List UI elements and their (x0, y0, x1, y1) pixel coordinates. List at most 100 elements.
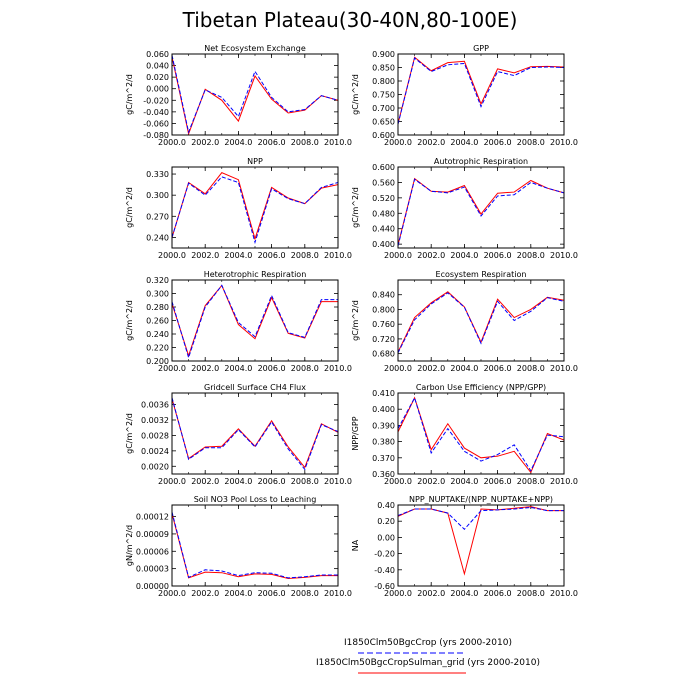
series-line-red (398, 56, 564, 124)
x-tick-label: 2002.0 (191, 138, 219, 147)
chart-panel-4: Autotrophic Respiration gC/m^2/d 0.400 0.44… (351, 157, 578, 260)
y-tick-label: 0.900 (372, 50, 395, 59)
plot-frame (397, 392, 565, 475)
x-tick-label: 2006.0 (258, 364, 286, 373)
series-line-blue (172, 511, 338, 579)
plot-frame (397, 279, 565, 362)
y-tick-label: 0.360 (372, 470, 395, 479)
y-tick-label: -0.60 (374, 582, 395, 591)
x-tick-label: 2000.0 (158, 589, 186, 598)
y-tick-label: 0.330 (146, 170, 169, 179)
y-tick-label: -0.020 (143, 96, 169, 105)
y-tick-label: 0.440 (372, 225, 395, 234)
y-tick-label: 0.00000 (136, 582, 169, 591)
x-tick-label: 2004.0 (224, 251, 252, 260)
x-tick-label: 2002.0 (191, 589, 219, 598)
y-tick-label: 0.720 (372, 335, 395, 344)
y-tick-label: 0.400 (372, 405, 395, 414)
x-tick-label: 2002.0 (191, 364, 219, 373)
x-tick-label: 2010.0 (324, 477, 352, 486)
chart-title: Gridcell Surface CH4 Flux (204, 383, 306, 392)
y-tick-label: 0.0032 (141, 416, 169, 425)
y-tick-label: 0.020 (146, 73, 169, 82)
chart-panel-9: Soil NO3 Pool Loss to LeachinggN/m^2/d0.… (125, 495, 352, 598)
y-tick-label: 0.750 (372, 91, 395, 100)
y-tick-label: 0.840 (372, 291, 395, 300)
chart-title: GPP (473, 44, 489, 53)
x-tick-label: 2004.0 (450, 477, 478, 486)
x-tick-label: 2004.0 (224, 138, 252, 147)
y-tick-label: 0.320 (146, 276, 169, 285)
y-tick-label: 0.700 (372, 104, 395, 113)
y-tick-label: 0.800 (372, 77, 395, 86)
chart-panel-7: Gridcell Surface CH4 Flux gC/m^2/d 0.0020 0… (125, 383, 352, 486)
y-tick-label: -0.080 (143, 131, 169, 140)
x-tick-label: 2010.0 (550, 477, 578, 486)
y-tick-label: -0.40 (374, 566, 395, 575)
x-tick-label: 2004.0 (450, 589, 478, 598)
y-tick-label: 0.760 (372, 320, 395, 329)
y-tick-label: -0.20 (374, 550, 395, 559)
x-tick-label: 2000.0 (384, 364, 412, 373)
x-tick-label: 2002.0 (417, 138, 445, 147)
x-tick-label: 2006.0 (258, 138, 286, 147)
x-tick-label: 2008.0 (517, 138, 545, 147)
plot-frame (171, 53, 339, 136)
plot-frame (397, 166, 565, 249)
y-tick-label: 0.0036 (141, 401, 169, 410)
y-tick-label: 0.040 (146, 62, 169, 71)
series-line-red (398, 506, 564, 576)
x-tick-label: 2006.0 (258, 477, 286, 486)
x-tick-label: 2006.0 (484, 364, 512, 373)
chart-title: Soil NO3 Pool Loss to Leaching (194, 495, 317, 504)
figure-title: Tibetan Plateau(30-40N,80-100E) (182, 8, 518, 32)
x-tick-label: 2000.0 (384, 251, 412, 260)
chart-title: Autotrophic Respiration (434, 157, 528, 166)
x-tick-label: 2006.0 (258, 251, 286, 260)
y-axis-label: NA (351, 539, 360, 551)
x-tick-label: 2000.0 (384, 477, 412, 486)
x-tick-label: 2010.0 (324, 589, 352, 598)
y-tick-label: 0.600 (372, 131, 395, 140)
x-tick-label: 2002.0 (191, 477, 219, 486)
y-tick-label: 0.390 (372, 421, 395, 430)
y-tick-label: 0.000 (146, 85, 169, 94)
series-line-red (172, 398, 338, 469)
series-line-blue (172, 284, 338, 360)
series-line-blue (172, 176, 338, 245)
y-tick-label: 0.200 (146, 357, 169, 366)
y-tick-label: 0.370 (372, 454, 395, 463)
x-tick-label: 2008.0 (517, 589, 545, 598)
x-tick-label: 2006.0 (484, 589, 512, 598)
y-tick-label: 0.240 (146, 233, 169, 242)
y-tick-label: 0.0020 (141, 462, 169, 471)
x-tick-label: 2004.0 (224, 364, 252, 373)
plot-frame (171, 279, 339, 362)
y-axis-label: gC/m^2/d (125, 300, 134, 341)
x-tick-label: 2004.0 (450, 251, 478, 260)
x-tick-label: 2008.0 (291, 589, 319, 598)
legend: I1850Clm50BgcCrop (yrs 2000-2010) I1850Cl… (316, 638, 540, 674)
series-line-red (172, 56, 338, 135)
y-tick-label: -0.040 (143, 108, 169, 117)
x-tick-label: 2008.0 (517, 364, 545, 373)
y-tick-label: 0.300 (146, 290, 169, 299)
x-tick-label: 2002.0 (417, 589, 445, 598)
x-tick-label: 2004.0 (450, 364, 478, 373)
x-tick-label: 2008.0 (291, 477, 319, 486)
chart-title: Net Ecosystem Exchange (204, 44, 306, 53)
x-tick-label: 2000.0 (158, 364, 186, 373)
y-tick-label: 0.0028 (141, 431, 169, 440)
x-tick-label: 2006.0 (484, 251, 512, 260)
series-line-blue (398, 292, 564, 354)
y-tick-label: 0.00 (377, 533, 395, 542)
chart-title: Heterotrophic Respiration (204, 270, 307, 279)
x-tick-label: 2002.0 (191, 251, 219, 260)
x-tick-label: 2010.0 (550, 251, 578, 260)
x-tick-label: 2010.0 (324, 251, 352, 260)
y-tick-label: 0.00003 (136, 565, 169, 574)
y-tick-label: 0.270 (146, 212, 169, 221)
y-tick-label: 0.560 (372, 178, 395, 187)
x-tick-label: 2010.0 (550, 138, 578, 147)
